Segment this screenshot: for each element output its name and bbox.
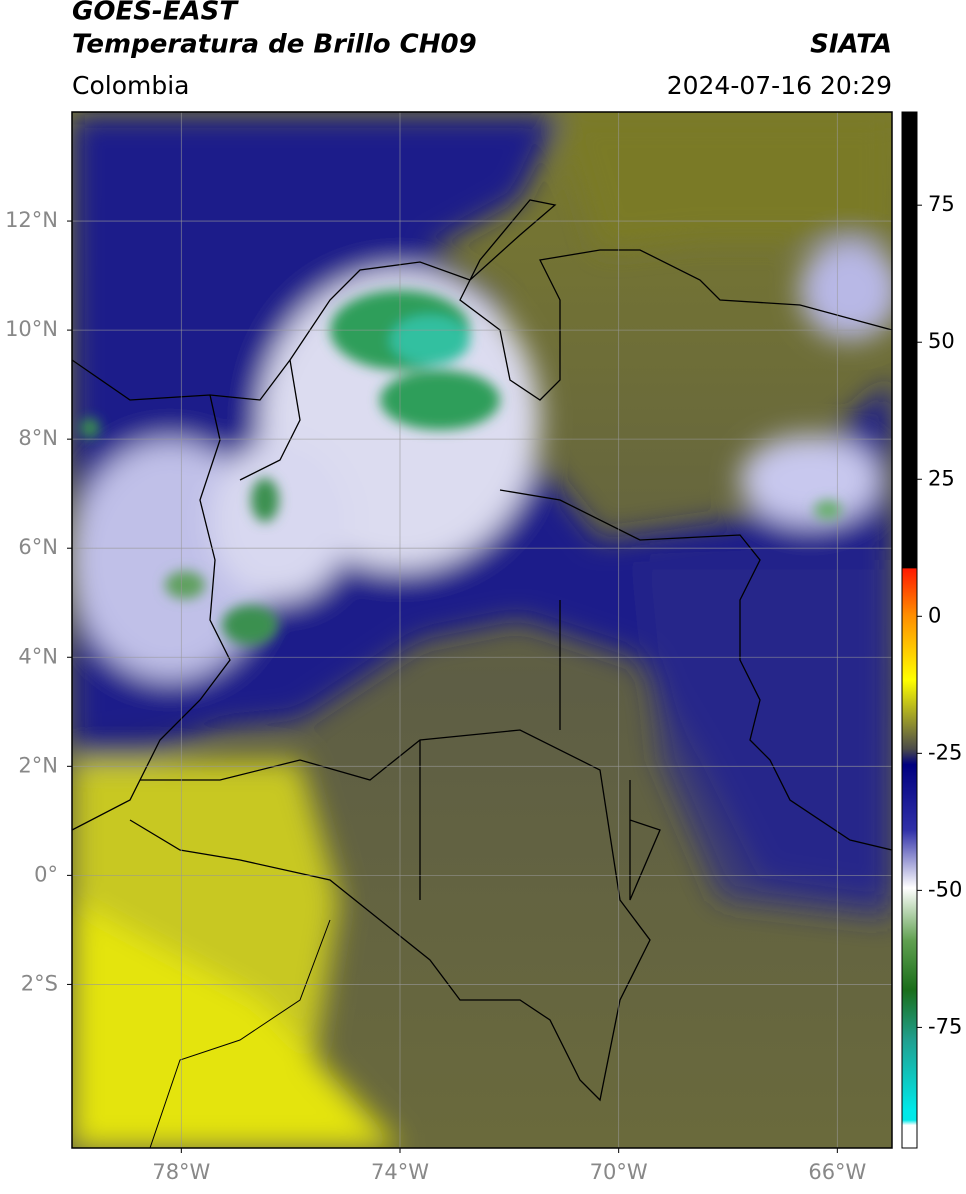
colorbar-tick-label: 50 [928, 329, 955, 353]
colorbar-tick-label: 75 [928, 192, 955, 216]
colorbar-tick-label: -50 [928, 877, 962, 901]
y-tick-label: 4°N [18, 644, 58, 668]
colorbar-tick-label: -75 [928, 1014, 962, 1038]
datetime: 2024-07-16 20:29 [667, 71, 892, 100]
colorbar-tick-label: 0 [928, 603, 941, 627]
y-tick-label: 10°N [5, 317, 58, 341]
y-tick-label: 0° [34, 862, 58, 886]
x-tick-label: 70°W [590, 1160, 648, 1184]
y-tick-label: 2°N [18, 753, 58, 777]
colorbar-tick-label: -25 [928, 740, 962, 764]
map-frame [71, 111, 893, 1149]
product: Temperatura de Brillo CH09 [72, 30, 477, 60]
satellite-image [72, 112, 892, 1148]
y-tick-label: 2°S [21, 971, 58, 995]
x-tick-label: 74°W [371, 1160, 429, 1184]
x-tick-label: 66°W [808, 1160, 866, 1184]
y-tick-label: 8°N [18, 426, 58, 450]
region: Colombia [72, 71, 189, 100]
colorbar [901, 111, 918, 1149]
colorbar-tick-label: 25 [928, 466, 955, 490]
x-tick-label: 78°W [152, 1160, 210, 1184]
y-tick-label: 6°N [18, 535, 58, 559]
satellite: GOES-EAST [72, 0, 239, 27]
source: SIATA [810, 30, 892, 60]
y-tick-label: 12°N [5, 208, 58, 232]
